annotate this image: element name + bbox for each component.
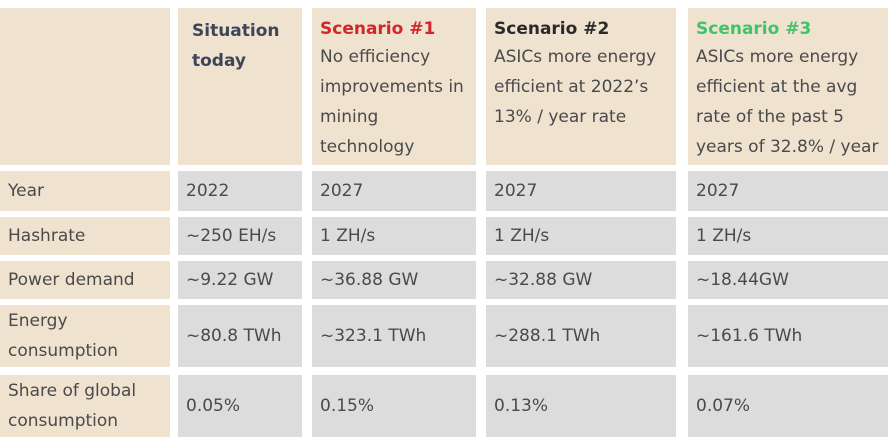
row-label-text: Energy consumption — [8, 311, 119, 361]
situation-title: Situation today — [192, 21, 280, 71]
table-cell: ~323.1 TWh — [312, 305, 476, 367]
cell-value: 2027 — [696, 181, 740, 201]
cell-value: ~9.22 GW — [186, 270, 274, 290]
cell-value: 1 ZH/s — [320, 226, 376, 246]
cell-value: 2027 — [320, 181, 364, 201]
row-label-text: Hashrate — [8, 226, 86, 246]
cell-value: 0.15% — [320, 396, 375, 416]
table-cell: 0.07% — [688, 375, 888, 437]
cell-value: 0.05% — [186, 396, 241, 416]
table-cell: 2027 — [312, 171, 476, 211]
table-cell: ~9.22 GW — [178, 261, 302, 299]
row-label-share-of-global-consumption: Share of global consumption — [0, 375, 170, 437]
table-cell: 2022 — [178, 171, 302, 211]
row-label-energy-consumption: Energy consumption — [0, 305, 170, 367]
scenario-3-title: Scenario #3 — [696, 19, 812, 39]
scenario-2-subtitle: ASICs more energy efficient at 2022’s 13… — [494, 47, 657, 127]
cell-value: 0.13% — [494, 396, 549, 416]
table-cell: ~250 EH/s — [178, 217, 302, 255]
cell-value: 0.07% — [696, 396, 751, 416]
row-label-hashrate: Hashrate — [0, 217, 170, 255]
table-cell: 1 ZH/s — [688, 217, 888, 255]
cell-value: 1 ZH/s — [494, 226, 550, 246]
table-cell: 0.05% — [178, 375, 302, 437]
row-label-text: Power demand — [8, 270, 135, 290]
header-scenario-3: Scenario #3 ASICs more energy efficient … — [688, 8, 888, 165]
table-cell: 2027 — [688, 171, 888, 211]
cell-value: ~80.8 TWh — [186, 326, 282, 346]
scenario-3-subtitle: ASICs more energy efficient at the avg r… — [696, 47, 879, 157]
table-cell: ~80.8 TWh — [178, 305, 302, 367]
header-scenario-2: Scenario #2 ASICs more energy efficient … — [486, 8, 676, 165]
table-cell: 1 ZH/s — [486, 217, 676, 255]
row-label-text: Year — [8, 181, 44, 201]
cell-value: ~32.88 GW — [494, 270, 593, 290]
cell-value: ~288.1 TWh — [494, 326, 601, 346]
table-cell: ~288.1 TWh — [486, 305, 676, 367]
table-cell: ~161.6 TWh — [688, 305, 888, 367]
cell-value: 2027 — [494, 181, 538, 201]
table-cell: 0.13% — [486, 375, 676, 437]
table-cell: ~36.88 GW — [312, 261, 476, 299]
scenario-1-subtitle: No efficiency improvements in mining tec… — [320, 47, 464, 157]
header-empty-cell — [0, 8, 170, 165]
cell-value: 2022 — [186, 181, 230, 201]
table-cell: 1 ZH/s — [312, 217, 476, 255]
row-label-power-demand: Power demand — [0, 261, 170, 299]
cell-value: ~250 EH/s — [186, 226, 277, 246]
cell-value: ~18.44GW — [696, 270, 789, 290]
scenario-1-title: Scenario #1 — [320, 19, 436, 39]
cell-value: ~323.1 TWh — [320, 326, 427, 346]
header-scenario-1: Scenario #1 No efficiency improvements i… — [312, 8, 476, 165]
table-cell: 0.15% — [312, 375, 476, 437]
header-situation-today: Situation today — [178, 8, 302, 165]
table-cell: ~32.88 GW — [486, 261, 676, 299]
row-label-text: Share of global consumption — [8, 381, 137, 431]
cell-value: 1 ZH/s — [696, 226, 752, 246]
table-cell: 2027 — [486, 171, 676, 211]
scenario-2-title: Scenario #2 — [494, 19, 610, 39]
cell-value: ~36.88 GW — [320, 270, 419, 290]
table-cell: ~18.44GW — [688, 261, 888, 299]
row-label-year: Year — [0, 171, 170, 211]
cell-value: ~161.6 TWh — [696, 326, 803, 346]
